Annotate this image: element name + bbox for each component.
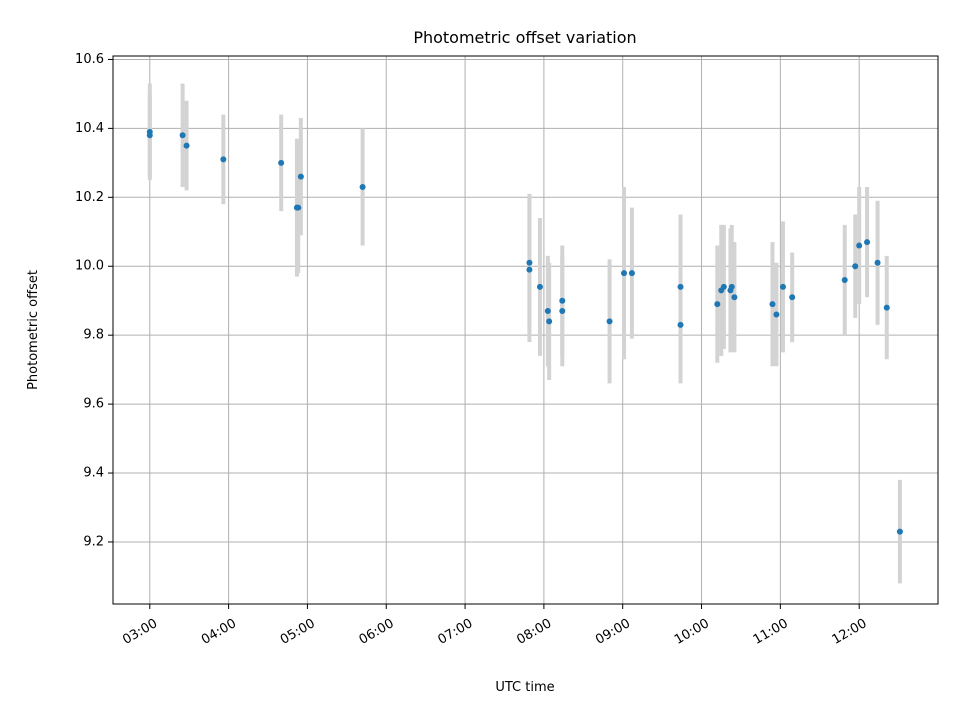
- data-point: [896, 528, 903, 535]
- y-tick-label: 10.4: [75, 121, 104, 136]
- data-point: [728, 283, 735, 290]
- data-point: [606, 318, 613, 325]
- y-tick-label: 9.6: [83, 397, 104, 412]
- data-point: [146, 132, 153, 139]
- data-point: [874, 259, 881, 266]
- data-point: [856, 242, 863, 249]
- data-point: [621, 270, 628, 277]
- data-point: [883, 304, 890, 311]
- y-tick-label: 10.2: [75, 190, 104, 205]
- data-point: [295, 204, 302, 211]
- data-point: [773, 311, 780, 318]
- x-axis-label: UTC time: [495, 680, 554, 695]
- data-point: [526, 259, 533, 266]
- data-point: [714, 301, 721, 308]
- data-point: [559, 308, 566, 315]
- y-tick-label: 9.8: [83, 328, 104, 343]
- data-point: [779, 283, 786, 290]
- y-axis-ticks: 9.2 9.4 9.6 9.8 10.0 10.2 10.4 10.6: [75, 52, 113, 549]
- data-point: [677, 283, 684, 290]
- y-tick-label: 10.6: [75, 52, 104, 67]
- y-tick-label: 9.2: [83, 534, 104, 549]
- data-point: [220, 156, 227, 163]
- data-point: [789, 294, 796, 301]
- data-point: [841, 277, 848, 284]
- data-point: [536, 283, 543, 290]
- y-axis-label: Photometric offset: [26, 270, 41, 390]
- chart-title: Photometric offset variation: [413, 28, 636, 47]
- data-point: [546, 318, 553, 325]
- data-point: [183, 142, 190, 149]
- data-points: [146, 128, 903, 535]
- data-point: [731, 294, 738, 301]
- y-tick-label: 10.0: [75, 259, 104, 274]
- data-point: [559, 297, 566, 304]
- data-point: [297, 173, 304, 180]
- data-point: [720, 283, 727, 290]
- data-point: [359, 183, 366, 190]
- data-point: [179, 132, 186, 139]
- grid: [113, 56, 938, 604]
- data-point: [864, 239, 871, 246]
- plot-frame: [112, 55, 939, 605]
- data-point: [628, 270, 635, 277]
- data-point: [769, 301, 776, 308]
- data-point: [544, 308, 551, 315]
- data-point: [526, 266, 533, 273]
- data-point: [278, 159, 285, 166]
- y-tick-label: 9.4: [83, 466, 104, 481]
- data-point: [677, 321, 684, 328]
- data-point: [852, 263, 859, 270]
